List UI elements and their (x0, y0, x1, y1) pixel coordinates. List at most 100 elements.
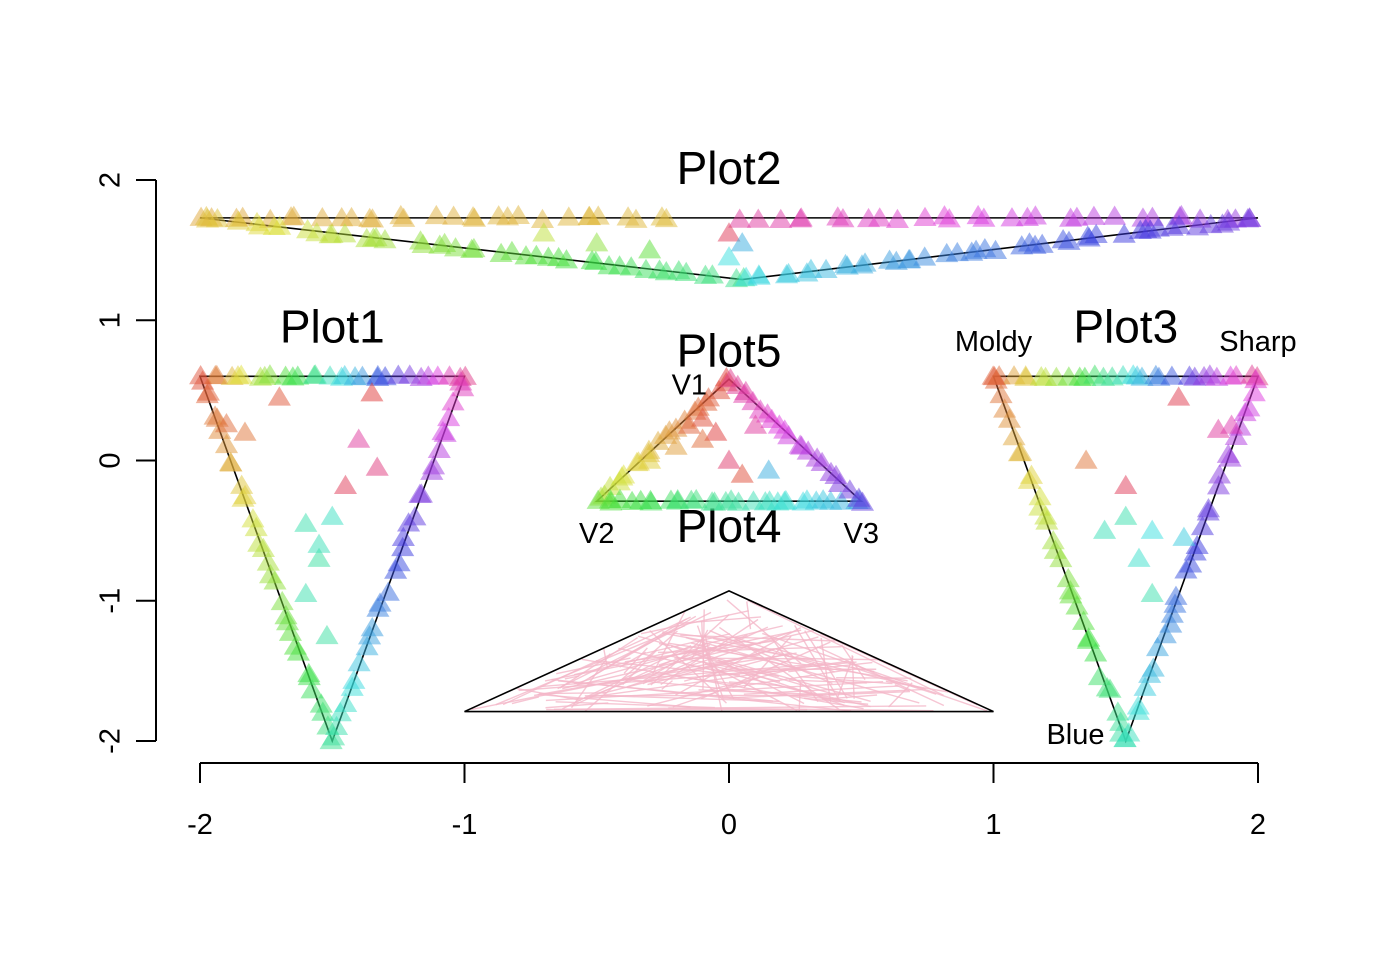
data-point (585, 232, 609, 252)
segment (788, 661, 873, 673)
data-point (777, 425, 801, 445)
data-point (1002, 425, 1026, 446)
data-point (1014, 366, 1038, 386)
data-point (1087, 665, 1111, 686)
data-point (730, 463, 754, 483)
data-point (424, 204, 448, 225)
data-point (984, 369, 1008, 389)
data-point (258, 364, 282, 384)
data-point (774, 489, 798, 510)
vertex-label: V2 (579, 518, 614, 550)
data-point (1145, 636, 1170, 657)
data-point (693, 264, 717, 284)
data-point (334, 692, 358, 712)
data-point (1207, 464, 1232, 484)
data-point (1035, 510, 1059, 530)
data-point (294, 582, 318, 602)
data-point (654, 207, 678, 228)
data-point (1190, 515, 1215, 536)
panel-plot1: Plot1 (189, 301, 477, 750)
data-point (307, 533, 331, 553)
data-point (704, 421, 728, 441)
data-point (1082, 205, 1106, 225)
data-point (530, 208, 555, 228)
data-point (205, 208, 229, 228)
data-point (913, 246, 937, 266)
data-point (391, 526, 415, 547)
data-point (1141, 657, 1165, 677)
data-point (1084, 642, 1108, 662)
segment (553, 705, 927, 711)
segment (661, 632, 875, 673)
data-point (1127, 547, 1151, 567)
segment (557, 611, 712, 690)
data-point (1133, 676, 1157, 696)
y-tick-label: 2 (95, 172, 127, 188)
data-point (300, 679, 324, 699)
data-point (408, 483, 432, 503)
data-point (597, 255, 621, 275)
data-point (320, 505, 344, 525)
segment (661, 680, 673, 690)
data-point (307, 547, 331, 567)
data-point (311, 701, 335, 721)
panel-title: Plot1 (280, 301, 385, 353)
data-point (624, 208, 648, 228)
data-point (1098, 678, 1122, 698)
data-point (1224, 364, 1248, 385)
data-point (1106, 701, 1130, 721)
vertex-label: Blue (1046, 719, 1104, 751)
data-point (1217, 211, 1241, 231)
data-point (1196, 497, 1221, 518)
data-point (1000, 207, 1024, 227)
data-point (460, 238, 484, 258)
panel-title: Plot5 (677, 325, 782, 377)
segment (704, 663, 781, 683)
data-point (1028, 486, 1052, 506)
segment (564, 675, 580, 680)
y-tick-label: -1 (95, 588, 127, 614)
data-point (251, 537, 275, 558)
data-point (1017, 469, 1041, 489)
segment (816, 646, 945, 707)
x-tick-label: -1 (452, 809, 478, 841)
data-point (776, 262, 801, 283)
data-point (360, 382, 384, 402)
data-point (231, 487, 255, 507)
panel-plot2: Plot2 (189, 142, 1262, 288)
segment (660, 618, 759, 686)
data-point (1167, 386, 1191, 406)
data-point (674, 261, 698, 282)
data-point (205, 364, 229, 385)
segment (840, 644, 866, 681)
data-point (268, 215, 292, 235)
vertex-label: Moldy (955, 326, 1033, 358)
segment (803, 697, 869, 705)
vertex-label: V1 (672, 370, 707, 402)
data-point (1159, 613, 1183, 633)
y-tick-label: 0 (95, 452, 127, 468)
data-point (441, 391, 465, 411)
segment (471, 676, 634, 711)
data-point (1140, 519, 1164, 539)
data-point (1237, 207, 1261, 227)
data-point (1206, 418, 1230, 438)
data-point (1023, 205, 1047, 225)
data-point (1109, 711, 1133, 731)
data-point (360, 617, 384, 637)
data-point (584, 250, 608, 270)
data-point (339, 206, 364, 227)
data-point (1216, 443, 1240, 463)
y-ticks: -2 -1 0 1 2 (95, 172, 156, 754)
data-point (1172, 526, 1196, 546)
data-point (532, 222, 556, 242)
segment (691, 665, 724, 673)
segment (502, 616, 691, 706)
data-point (1114, 505, 1138, 525)
segment (556, 657, 631, 675)
segment (555, 701, 715, 709)
data-point (677, 414, 701, 434)
data-point (747, 265, 771, 285)
